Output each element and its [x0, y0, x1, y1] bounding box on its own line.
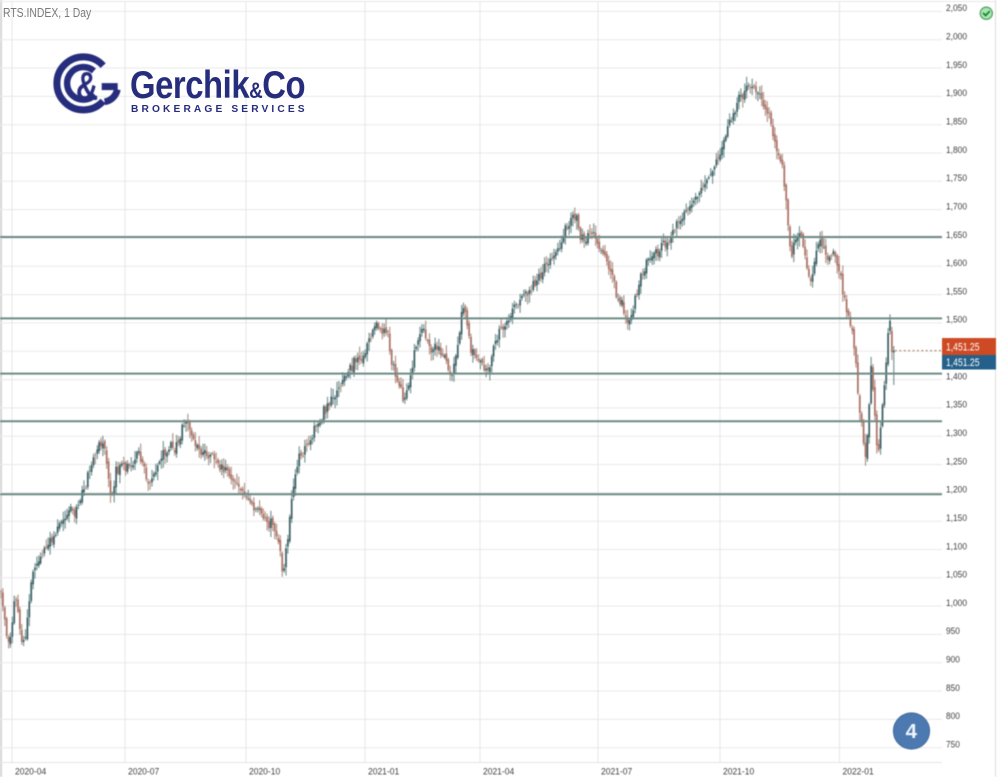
svg-text:850: 850: [946, 683, 960, 694]
svg-text:1,200: 1,200: [946, 485, 967, 496]
svg-text:4: 4: [906, 720, 918, 743]
svg-text:&: &: [76, 64, 98, 109]
svg-text:1,600: 1,600: [946, 258, 967, 269]
svg-text:800: 800: [946, 711, 960, 722]
svg-text:2,050: 2,050: [946, 3, 967, 14]
svg-text:2021-07: 2021-07: [601, 767, 632, 777]
svg-text:1,900: 1,900: [946, 88, 967, 99]
svg-text:1,100: 1,100: [946, 541, 967, 552]
svg-text:1,700: 1,700: [946, 201, 967, 212]
svg-text:900: 900: [946, 655, 960, 666]
svg-text:1,550: 1,550: [946, 286, 967, 297]
svg-text:2020-04: 2020-04: [15, 767, 46, 777]
svg-text:1,150: 1,150: [946, 513, 967, 524]
svg-text:2021-04: 2021-04: [483, 767, 514, 777]
svg-text:750: 750: [946, 740, 960, 751]
svg-text:2022-01: 2022-01: [843, 767, 874, 777]
svg-text:1,000: 1,000: [946, 598, 967, 609]
svg-text:1,250: 1,250: [946, 456, 967, 467]
svg-text:1,400: 1,400: [946, 371, 967, 382]
svg-text:1,850: 1,850: [946, 117, 967, 128]
svg-text:1,750: 1,750: [946, 173, 967, 184]
svg-text:1,050: 1,050: [946, 570, 967, 581]
svg-text:1,300: 1,300: [946, 428, 967, 439]
svg-text:1,451.25: 1,451.25: [946, 342, 980, 354]
svg-text:2,000: 2,000: [946, 32, 967, 43]
svg-text:950: 950: [946, 626, 960, 637]
svg-text:2021-10: 2021-10: [723, 767, 754, 777]
svg-text:1,650: 1,650: [946, 230, 967, 241]
svg-text:2020-07: 2020-07: [128, 767, 159, 777]
svg-text:1,950: 1,950: [946, 60, 967, 71]
svg-text:2020-10: 2020-10: [249, 767, 280, 777]
svg-text:1,350: 1,350: [946, 400, 967, 411]
svg-text:1,451.25: 1,451.25: [946, 357, 980, 369]
svg-text:1,500: 1,500: [946, 315, 967, 326]
svg-text:1,800: 1,800: [946, 145, 967, 156]
svg-text:2021-01: 2021-01: [368, 767, 399, 777]
